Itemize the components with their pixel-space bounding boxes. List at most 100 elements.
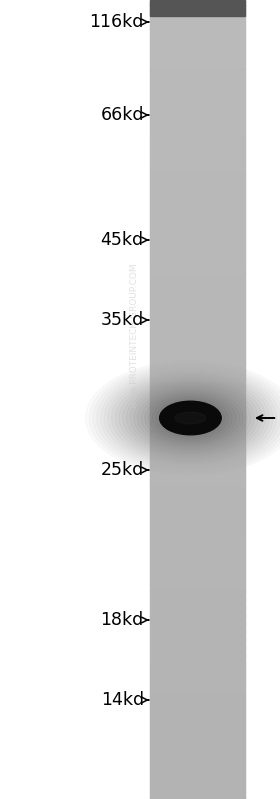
Bar — [150, 165, 245, 169]
Bar — [150, 46, 245, 49]
Bar — [150, 370, 245, 373]
Bar — [150, 341, 245, 344]
Bar — [150, 487, 245, 491]
Bar — [150, 82, 245, 85]
Bar — [150, 352, 245, 355]
Bar — [150, 466, 245, 469]
Bar — [150, 186, 245, 189]
Bar — [150, 70, 245, 73]
Bar — [150, 288, 245, 291]
Bar — [150, 546, 245, 549]
Bar — [150, 368, 245, 371]
Bar — [150, 461, 245, 464]
Bar — [150, 306, 245, 309]
Bar — [150, 759, 245, 762]
Bar — [150, 474, 245, 477]
Bar — [150, 551, 245, 555]
Ellipse shape — [101, 369, 280, 467]
Bar — [150, 330, 245, 333]
Bar — [150, 661, 245, 664]
Bar — [150, 261, 245, 264]
Bar — [150, 533, 245, 536]
Bar — [150, 711, 245, 714]
Bar — [150, 389, 245, 392]
Bar — [150, 232, 245, 235]
Bar — [150, 269, 245, 272]
Bar — [150, 543, 245, 547]
Bar — [150, 559, 245, 562]
Bar — [150, 96, 245, 99]
Bar — [150, 22, 245, 25]
Bar — [150, 328, 245, 331]
Bar — [150, 407, 245, 411]
Bar — [150, 309, 245, 312]
Bar — [150, 674, 245, 677]
Bar — [150, 336, 245, 339]
Bar — [150, 703, 245, 706]
Bar — [150, 74, 245, 78]
Bar — [150, 285, 245, 288]
Bar — [150, 626, 245, 629]
Bar — [150, 314, 245, 317]
Text: 35kd: 35kd — [101, 311, 144, 329]
Bar — [150, 205, 245, 209]
Bar — [150, 434, 245, 437]
Bar — [150, 216, 245, 219]
Bar — [150, 301, 245, 304]
Bar — [150, 645, 245, 648]
Bar — [150, 729, 245, 733]
Bar — [150, 114, 245, 117]
Bar — [150, 194, 245, 197]
Bar — [150, 54, 245, 57]
Bar — [150, 397, 245, 400]
Bar — [150, 637, 245, 640]
Bar — [150, 146, 245, 149]
Bar — [150, 597, 245, 600]
Bar — [150, 208, 245, 211]
Bar — [150, 98, 245, 101]
Bar — [150, 613, 245, 616]
Bar — [150, 138, 245, 141]
Bar — [150, 376, 245, 379]
Bar — [150, 210, 245, 213]
Bar — [150, 157, 245, 161]
Bar — [150, 745, 245, 749]
Bar — [150, 258, 245, 261]
Bar — [150, 471, 245, 475]
Bar — [150, 721, 245, 725]
Bar — [150, 320, 245, 323]
Bar — [150, 773, 245, 776]
Bar — [150, 570, 245, 573]
Ellipse shape — [108, 373, 273, 463]
Bar — [150, 242, 245, 245]
Bar — [150, 213, 245, 217]
Bar — [150, 90, 245, 93]
Bar — [150, 743, 245, 746]
Bar — [150, 78, 245, 81]
Bar — [150, 264, 245, 267]
Ellipse shape — [93, 365, 280, 471]
Bar — [150, 338, 245, 341]
Bar — [150, 453, 245, 456]
Bar — [150, 631, 245, 634]
Bar — [150, 733, 245, 736]
Bar — [150, 8, 245, 11]
Bar — [150, 429, 245, 432]
Bar — [150, 66, 245, 70]
Bar — [150, 421, 245, 424]
Bar — [150, 463, 245, 467]
Bar — [150, 663, 245, 666]
Bar — [150, 522, 245, 525]
Bar — [150, 325, 245, 328]
Bar — [150, 357, 245, 360]
Text: 116kd: 116kd — [89, 13, 144, 31]
Ellipse shape — [111, 375, 269, 461]
Bar — [150, 224, 245, 227]
Bar — [150, 602, 245, 605]
Bar — [150, 653, 245, 656]
Bar — [150, 280, 245, 283]
Bar — [150, 122, 245, 125]
Bar — [150, 693, 245, 696]
Bar — [150, 322, 245, 325]
Text: 14kd: 14kd — [101, 691, 144, 709]
